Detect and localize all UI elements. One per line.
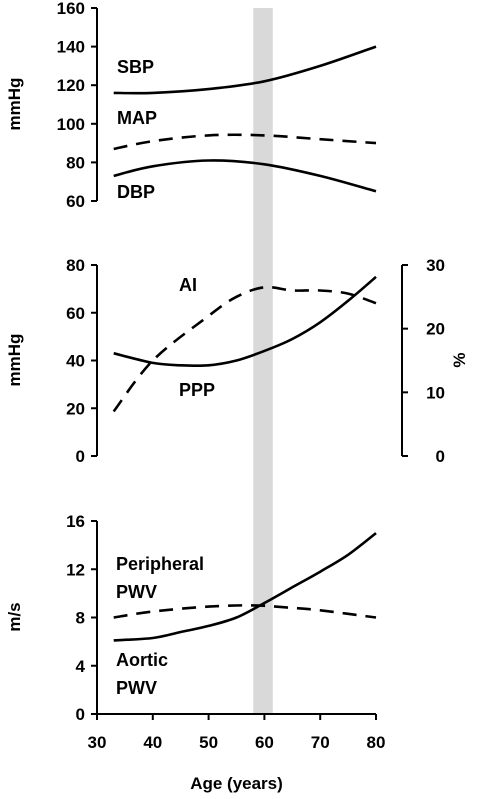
- panel3-x-tick-label: 40: [143, 733, 162, 752]
- age-highlight-band: [253, 8, 273, 714]
- panel3-y-axis-label: m/s: [5, 602, 24, 631]
- panel1-y-tick-label: 60: [66, 192, 85, 211]
- panel1-y-tick-label: 160: [57, 0, 85, 18]
- panel3-y-tick-label: 8: [76, 609, 85, 628]
- panel2-y2-axis-label: %: [450, 352, 469, 367]
- panel2-y-tick-label: 80: [66, 256, 85, 275]
- panel1-y-axis-label: mmHg: [5, 78, 24, 131]
- panel3-x-tick-label: 30: [88, 733, 107, 752]
- panel2-ai-label: AI: [179, 275, 197, 295]
- panel3-x-tick-label: 50: [199, 733, 218, 752]
- panel1-y-tick-label: 120: [57, 76, 85, 95]
- panel3-peripheral-pwv-label: Peripheral: [116, 554, 204, 574]
- panel2-ppp-label: PPP: [179, 380, 215, 400]
- panel3-x-tick-label: 80: [367, 733, 386, 752]
- panel1-map-line: [113, 133, 377, 151]
- panel2-ai-line: [112, 285, 377, 413]
- panel3-aortic-pwv-line: [113, 532, 377, 642]
- panel1-y-tick-label: 100: [57, 115, 85, 134]
- panel1-sbp-line: [113, 45, 377, 95]
- panel2-y2-tick-label: 30: [426, 256, 445, 275]
- panel1-sbp-label: SBP: [117, 57, 154, 77]
- panel1-dbp-label: DBP: [117, 182, 155, 202]
- panel1-y-tick-label: 140: [57, 38, 85, 57]
- panel3-x-tick-label: 70: [311, 733, 330, 752]
- panel2-y-tick-label: 60: [66, 304, 85, 323]
- panel1-map-label: MAP: [117, 108, 157, 128]
- panel3-y-tick-label: 0: [76, 705, 85, 724]
- panel2-y2-tick-label: 10: [426, 383, 445, 402]
- panel2-ppp-line: [113, 275, 377, 368]
- panel3-y-tick-label: 16: [66, 512, 85, 531]
- panel3-peripheral-pwv-label: PWV: [116, 582, 157, 602]
- panel3-aortic-pwv-label: Aortic: [116, 650, 168, 670]
- panel3-x-axis-label: Age (years): [190, 774, 283, 793]
- panel2-y-tick-label: 40: [66, 352, 85, 371]
- panel1-dbp-line: [113, 159, 377, 193]
- panel3-x-tick-label: 60: [255, 733, 274, 752]
- panel1-y-tick-label: 80: [66, 153, 85, 172]
- panel2-y-tick-label: 20: [66, 399, 85, 418]
- panel3-aortic-pwv-label: PWV: [116, 678, 157, 698]
- panel2-y-tick-label: 0: [76, 447, 85, 466]
- panel2-y2-tick-label: 0: [436, 447, 445, 466]
- panel3-peripheral-pwv-line: [113, 604, 377, 619]
- panel2-y2-tick-label: 20: [426, 320, 445, 339]
- panel2-y-axis-label: mmHg: [5, 334, 24, 387]
- panel3-y-tick-label: 12: [66, 560, 85, 579]
- panel3-y-tick-label: 4: [76, 657, 86, 676]
